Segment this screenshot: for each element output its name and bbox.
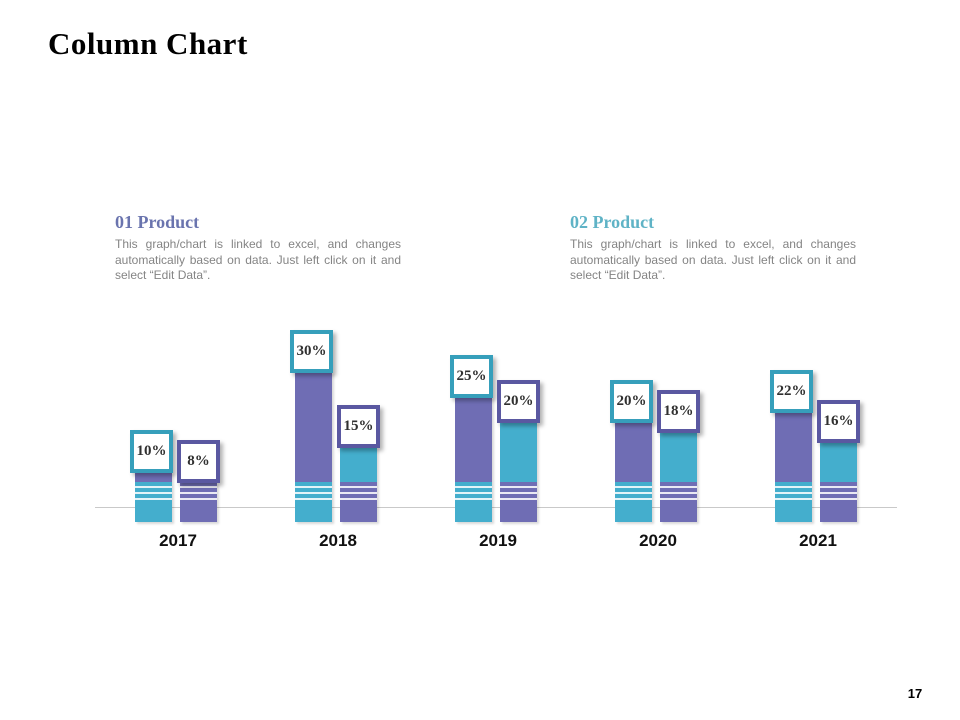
x-axis-line [95, 507, 897, 508]
gridline-stripe [820, 498, 857, 500]
gridline-stripe [180, 486, 217, 488]
page-number: 17 [907, 686, 923, 701]
bar-product-2-2020 [660, 432, 697, 522]
value-label-2020-product-1: 20% [610, 380, 653, 423]
bar-base-segment [455, 482, 492, 522]
bar-main-segment [820, 442, 857, 482]
gridline-stripe [455, 498, 492, 500]
value-label-2017-product-1: 10% [130, 430, 173, 473]
gridline-stripe [615, 492, 652, 494]
value-label-2019-product-2: 20% [497, 380, 540, 423]
value-label-2018-product-2: 15% [337, 405, 380, 448]
bar-product-2-2021 [820, 442, 857, 522]
product-2-heading: 02 Product [570, 212, 655, 232]
gridline-stripe [615, 498, 652, 500]
category-label-2020: 2020 [639, 531, 677, 550]
bar-main-segment [340, 447, 377, 482]
bar-product-1-2017 [135, 472, 172, 522]
product-2-description: This graph/chart is linked to excel, and… [570, 237, 856, 282]
gridline-stripe [775, 498, 812, 500]
bar-main-segment [455, 397, 492, 482]
gridline-stripe [340, 492, 377, 494]
bar-product-2-2019 [500, 422, 537, 522]
bar-base-segment [500, 482, 537, 522]
bar-main-segment [615, 422, 652, 482]
gridline-stripe [180, 498, 217, 500]
bar-main-segment [660, 432, 697, 482]
gridline-stripe [660, 498, 697, 500]
gridline-stripe [295, 492, 332, 494]
value-label-2020-product-2: 18% [657, 390, 700, 433]
category-label-2018: 2018 [319, 531, 357, 550]
value-label-2018-product-1: 30% [290, 330, 333, 373]
bar-product-1-2020 [615, 422, 652, 522]
product-1-block: 01 Product This graph/chart is linked to… [115, 212, 401, 284]
category-label-2017: 2017 [159, 531, 197, 550]
product-1-description: This graph/chart is linked to excel, and… [115, 237, 401, 282]
bar-base-segment [135, 482, 172, 522]
gridline-stripe [295, 486, 332, 488]
gridline-stripe [820, 492, 857, 494]
bar-main-segment [295, 372, 332, 482]
value-label-2021-product-2: 16% [817, 400, 860, 443]
bar-main-segment [135, 472, 172, 482]
gridline-stripe [775, 486, 812, 488]
bar-base-segment [615, 482, 652, 522]
bar-product-1-2021 [775, 412, 812, 522]
bar-product-2-2017 [180, 482, 217, 522]
value-label-2017-product-2: 8% [177, 440, 220, 483]
gridline-stripe [820, 486, 857, 488]
bar-product-1-2018 [295, 372, 332, 522]
product-1-heading: 01 Product [115, 212, 200, 232]
gridline-stripe [340, 498, 377, 500]
gridline-stripe [340, 486, 377, 488]
value-label-2021-product-1: 22% [770, 370, 813, 413]
gridline-stripe [295, 498, 332, 500]
bar-base-segment [820, 482, 857, 522]
slide-title: Column Chart [48, 26, 248, 61]
gridline-stripe [455, 486, 492, 488]
gridline-stripe [615, 486, 652, 488]
bar-base-segment [180, 482, 217, 522]
gridline-stripe [180, 492, 217, 494]
gridline-stripe [660, 492, 697, 494]
bar-base-segment [340, 482, 377, 522]
gridline-stripe [775, 492, 812, 494]
bar-product-2-2018 [340, 447, 377, 522]
bar-main-segment [500, 422, 537, 482]
bar-product-1-2019 [455, 397, 492, 522]
gridline-stripe [660, 486, 697, 488]
gridline-stripe [500, 492, 537, 494]
category-label-2021: 2021 [799, 531, 837, 550]
bar-base-segment [295, 482, 332, 522]
bar-main-segment [775, 412, 812, 482]
gridline-stripe [500, 498, 537, 500]
gridline-stripe [455, 492, 492, 494]
value-label-2019-product-1: 25% [450, 355, 493, 398]
bar-base-segment [660, 482, 697, 522]
gridline-stripe [135, 486, 172, 488]
gridline-stripe [135, 498, 172, 500]
gridline-stripe [500, 486, 537, 488]
gridline-stripe [135, 492, 172, 494]
product-2-block: 02 Product This graph/chart is linked to… [570, 212, 856, 284]
bar-base-segment [775, 482, 812, 522]
category-label-2019: 2019 [479, 531, 517, 550]
